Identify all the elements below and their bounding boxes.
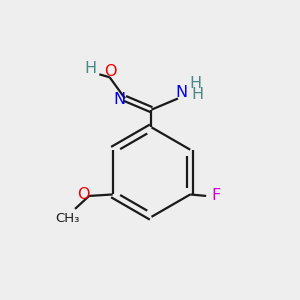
- Text: H: H: [191, 87, 203, 102]
- Text: N: N: [114, 92, 126, 107]
- Text: CH₃: CH₃: [55, 212, 80, 225]
- Text: H: H: [85, 61, 97, 76]
- Text: N: N: [176, 85, 188, 100]
- Text: O: O: [104, 64, 116, 79]
- Text: H: H: [189, 76, 201, 91]
- Text: F: F: [211, 188, 220, 203]
- Text: O: O: [77, 187, 89, 202]
